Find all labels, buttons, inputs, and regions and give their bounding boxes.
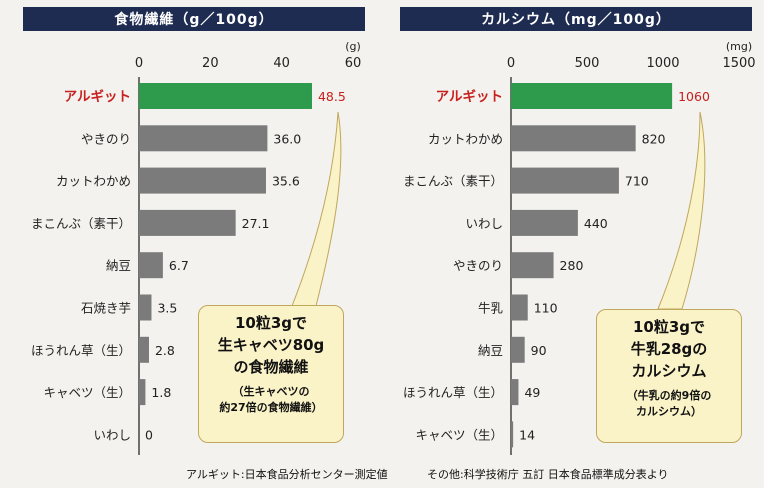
fiber-callout-line-1: 10粒3gで (234, 314, 308, 332)
calcium-bar (511, 379, 519, 406)
fiber-tick-label: 0 (135, 56, 143, 71)
calcium-callout-line-3: カルシウム (631, 362, 707, 380)
calcium-category-label: アルギット (436, 89, 503, 105)
fiber-unit-label: (g) (345, 40, 361, 53)
fiber-category-label: ほうれん草（生） (31, 343, 131, 358)
footnote-source-others: その他:科学技術庁 五訂 日本食品標準成分表より (427, 468, 669, 481)
fiber-callout-sub-1: （生キャベツの (232, 385, 310, 398)
calcium-bar (511, 294, 528, 321)
fiber-value-label: 36.0 (273, 131, 301, 146)
calcium-category-label: いわし (465, 216, 503, 231)
fiber-chart-panel: 食物繊維（g／100g） 0 20 40 60 (g) アルギット 48.5 やきのり 36.0… (0, 0, 380, 460)
calcium-bar (511, 252, 554, 279)
calcium-bar-chart: 0 500 1000 1500 (mg) アルギット 1060 カットわかめ 820 まこんぶ（素… (403, 40, 756, 455)
fiber-category-label: いわし (93, 427, 131, 442)
fiber-bar-chart: 0 20 40 60 (g) アルギット 48.5 やきのり 36.0 カットわかめ 35.6 まこん… (31, 40, 362, 455)
calcium-tick-label: 0 (507, 56, 515, 71)
calcium-category-label: まこんぶ（素干） (403, 174, 503, 189)
calcium-callout-line-1: 10粒3gで (632, 318, 706, 336)
fiber-bar (139, 294, 152, 321)
fiber-tick-label: 60 (345, 56, 362, 71)
calcium-category-label: キャベツ（生） (415, 427, 503, 442)
fiber-category-label: キャベツ（生） (43, 385, 131, 400)
calcium-bar (511, 209, 578, 236)
calcium-bar (511, 167, 619, 194)
fiber-category-label: 石焼き芋 (81, 301, 131, 316)
calcium-bar (511, 421, 514, 448)
fiber-category-label: 納豆 (106, 258, 131, 273)
calcium-callout-sub-2: カルシウム） (636, 405, 702, 418)
calcium-value-label: 49 (524, 385, 540, 400)
calcium-category-label: カットわかめ (428, 131, 503, 146)
calcium-bar-highlight (511, 83, 673, 109)
calcium-value-label: 1060 (678, 89, 710, 104)
calcium-value-label: 90 (531, 343, 547, 358)
fiber-category-label: まこんぶ（素干） (31, 216, 131, 231)
calcium-category-label: ほうれん草（生） (403, 385, 503, 400)
calcium-value-label: 820 (642, 131, 666, 146)
calcium-callout-subtext: （牛乳の約9倍の カルシウム） (597, 388, 741, 420)
fiber-tick-label: 20 (202, 56, 219, 71)
calcium-value-label: 110 (534, 301, 558, 316)
fiber-value-label: 35.6 (272, 174, 300, 189)
fiber-callout-line-2: 生キャベツ80g (217, 336, 325, 354)
calcium-value-label: 14 (519, 427, 535, 442)
fiber-callout-subtext: （生キャベツの 約27倍の食物繊維） (199, 384, 343, 416)
calcium-unit-label: (mg) (726, 40, 752, 53)
fiber-tick-label: 40 (273, 56, 290, 71)
calcium-category-label: 納豆 (478, 343, 503, 358)
footnote-source-argit: アルギット:日本食品分析センター測定値 (186, 468, 388, 481)
calcium-tick-label: 1500 (722, 56, 755, 71)
fiber-category-label: やきのり (81, 131, 131, 146)
calcium-callout-sub-1: （牛乳の約9倍の (626, 389, 712, 402)
fiber-category-label: アルギット (64, 89, 131, 105)
fiber-bar (139, 125, 268, 152)
fiber-callout-sub-2: 約27倍の食物繊維） (219, 401, 323, 414)
fiber-value-label: 48.5 (318, 89, 346, 104)
fiber-callout-box: 10粒3gで 生キャベツ80g の食物繊維 （生キャベツの 約27倍の食物繊維） (198, 305, 344, 443)
calcium-value-label: 710 (625, 174, 649, 189)
fiber-bar-highlight (139, 83, 312, 109)
fiber-value-label: 27.1 (242, 216, 270, 231)
fiber-bar (139, 167, 266, 194)
calcium-chart-title: カルシウム（mg／100g） (400, 7, 752, 31)
calcium-value-label: 440 (584, 216, 608, 231)
fiber-value-label: 0 (145, 427, 153, 442)
calcium-callout-line-2: 牛乳28gの (630, 340, 708, 358)
calcium-category-label: やきのり (453, 258, 503, 273)
calcium-chart-panel: カルシウム（mg／100g） 0 500 1000 1500 (mg) アルギット 1060… (382, 0, 764, 460)
fiber-value-label: 1.8 (151, 385, 171, 400)
calcium-tick-label: 500 (575, 56, 600, 71)
calcium-bar (511, 336, 525, 363)
calcium-value-label: 280 (560, 258, 584, 273)
fiber-bar (139, 209, 236, 236)
fiber-bar (139, 252, 163, 279)
fiber-category-label: カットわかめ (56, 174, 131, 189)
fiber-chart-title: 食物繊維（g／100g） (23, 7, 365, 31)
calcium-category-label: 牛乳 (478, 301, 503, 316)
fiber-bar (139, 379, 146, 406)
fiber-bar (139, 336, 149, 363)
calcium-callout-box: 10粒3gで 牛乳28gの カルシウム （牛乳の約9倍の カルシウム） (596, 309, 742, 443)
fiber-value-label: 2.8 (155, 343, 175, 358)
calcium-tick-label: 1000 (646, 56, 679, 71)
calcium-bar (511, 125, 636, 152)
fiber-callout-line-3: の食物繊維 (233, 358, 309, 376)
fiber-value-label: 3.5 (157, 301, 177, 316)
fiber-value-label: 6.7 (169, 258, 189, 273)
